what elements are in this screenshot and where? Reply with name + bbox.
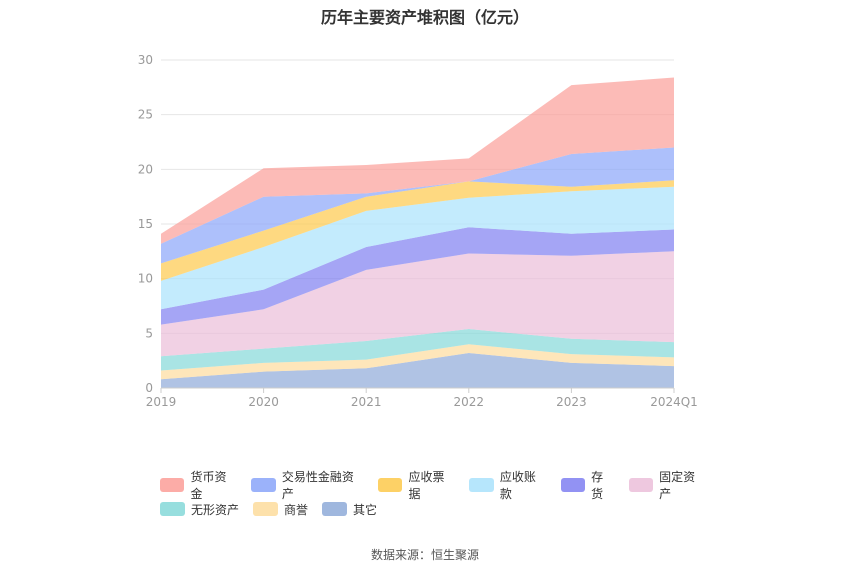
y-tick-label: 25: [138, 108, 153, 122]
legend-label: 固定资产: [659, 470, 696, 501]
y-tick-label: 10: [138, 272, 153, 286]
area-series-3: [161, 251, 674, 357]
legend-label: 无形资产: [191, 502, 240, 517]
legend-item[interactable]: 固定资产: [628, 468, 706, 502]
y-tick-label: 0: [145, 381, 153, 395]
stacked-area-chart: 0 5 10 15 20 25 30 2019 2020 2021 2022 2023 2024Q1: [138, 53, 698, 409]
x-tick-label: 2023: [556, 395, 587, 409]
x-tick-label: 2024Q1: [650, 395, 698, 409]
data-source-note: 数据来源：恒生聚源: [370, 548, 479, 562]
y-tick-label: 15: [138, 217, 153, 231]
legend-item[interactable]: 商誉: [253, 501, 308, 518]
legend-swatch: [628, 478, 654, 492]
legend-swatch: [160, 478, 185, 492]
legend-swatch: [253, 502, 279, 516]
legend-row: 无形资产 商誉 其它: [160, 497, 720, 521]
legend-item[interactable]: 其它: [322, 501, 377, 518]
legend-swatch: [560, 478, 586, 492]
legend-swatch: [469, 478, 494, 492]
legend-item[interactable]: 无形资产: [160, 501, 239, 518]
chart-title: 历年主要资产堆积图（亿元）: [320, 8, 529, 27]
area-series-7: [161, 147, 674, 264]
area-series-1: [161, 344, 674, 380]
legend: 货币资金 交易性金融资产 应收票据 应收账款 存货 固定资产 无形资产 商誉 其它: [160, 470, 720, 521]
legend-label: 应收账款: [499, 470, 536, 501]
legend-item[interactable]: 应收票据: [378, 468, 455, 502]
area-series-4: [161, 227, 674, 325]
area-series-5: [161, 186, 674, 310]
area-layer: [161, 77, 674, 388]
legend-label: 商誉: [284, 502, 309, 517]
x-tick-label: 2019: [146, 395, 177, 409]
legend-swatch: [251, 478, 276, 492]
legend-item[interactable]: 存货: [560, 468, 615, 502]
legend-label: 存货: [591, 470, 604, 501]
legend-label: 货币资金: [190, 470, 227, 501]
legend-swatch: [378, 478, 403, 492]
x-tick-label: 2021: [351, 395, 382, 409]
axis-layer: 0 5 10 15 20 25 30 2019 2020 2021 2022 2023 2024Q1: [138, 53, 698, 409]
y-tick-label: 5: [145, 326, 153, 340]
area-series-2: [161, 329, 674, 371]
legend-label: 应收票据: [408, 470, 445, 501]
y-tick-label: 20: [138, 162, 153, 176]
area-series-8: [161, 77, 674, 244]
legend-label: 其它: [353, 502, 378, 517]
x-tick-label: 2020: [248, 395, 279, 409]
legend-item[interactable]: 交易性金融资产: [251, 468, 364, 502]
legend-swatch: [322, 502, 348, 516]
area-series-0: [161, 353, 674, 388]
y-tick-label: 30: [138, 53, 153, 67]
legend-item[interactable]: 应收账款: [469, 468, 546, 502]
x-tick-label: 2022: [454, 395, 485, 409]
legend-label: 交易性金融资产: [281, 470, 354, 501]
legend-swatch: [160, 502, 185, 516]
legend-row: 货币资金 交易性金融资产 应收票据 应收账款 存货 固定资产: [160, 470, 720, 501]
legend-item[interactable]: 货币资金: [160, 468, 237, 502]
